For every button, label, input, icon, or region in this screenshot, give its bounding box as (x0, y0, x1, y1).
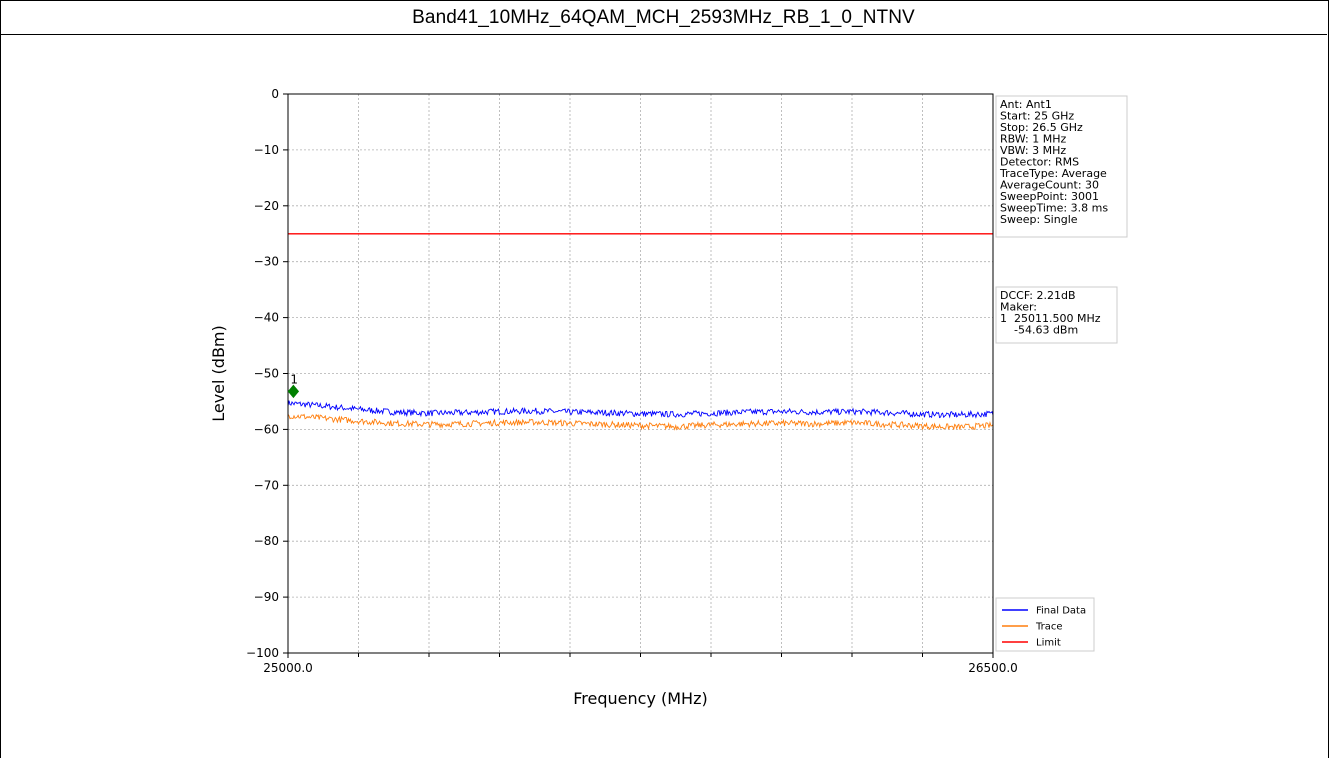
marker-label: 1 (290, 372, 298, 386)
info-line: VBW: 3 MHz (1000, 144, 1066, 157)
x-tick-label: 25000.0 (263, 661, 313, 675)
y-tick-label: −30 (254, 255, 279, 269)
info-line: Ant: Ant1 (1000, 98, 1052, 111)
marker-info-line: 1 25011.500 MHz (1000, 312, 1101, 325)
series-final-data-line (287, 400, 994, 419)
marker-box (995, 286, 1118, 344)
y-tick-label: −100 (246, 646, 279, 660)
info-line: RBW: 1 MHz (1000, 133, 1066, 146)
legend-label: Trace (1035, 622, 1063, 633)
info-line: TraceType: Average (999, 167, 1107, 180)
y-axis-label: Level (dBm) (209, 325, 228, 422)
y-tick-label: −50 (254, 367, 279, 381)
grid (287, 93, 994, 654)
info-line: AverageCount: 30 (1000, 179, 1099, 192)
info-line: Stop: 26.5 GHz (1000, 121, 1083, 134)
info-line: Detector: RMS (1000, 156, 1079, 169)
legend-label: Limit (1036, 638, 1061, 649)
info-box (995, 95, 1128, 238)
info-line: Start: 25 GHz (1000, 110, 1074, 123)
y-tick-label: 0 (271, 87, 279, 101)
y-tick-label: −40 (254, 311, 279, 325)
legend-label: Final Data (1036, 606, 1086, 617)
y-tick-label: −60 (254, 422, 279, 436)
marker-info-line: -54.63 dBm (1000, 324, 1078, 337)
info-line: SweepTime: 3.8 ms (1000, 202, 1108, 215)
marker-diamond-icon (287, 384, 300, 399)
page-title: Band41_10MHz_64QAM_MCH_2593MHz_RB_1_0_NT… (412, 7, 915, 28)
series-trace-line (287, 413, 994, 431)
marker-info-line: DCCF: 2.21dB (1000, 289, 1076, 302)
x-axis-label: Frequency (MHz) (573, 689, 707, 708)
info-line: SweepPoint: 3001 (1000, 190, 1099, 203)
y-tick-label: −20 (254, 199, 279, 213)
marker-info-line: Maker: (1000, 301, 1037, 314)
info-line: Sweep: Single (1000, 213, 1078, 226)
y-tick-label: −10 (254, 143, 279, 157)
y-tick-label: −80 (254, 534, 279, 548)
x-tick-label: 26500.0 (968, 661, 1018, 675)
y-tick-label: −70 (254, 478, 279, 492)
y-tick-label: −90 (254, 590, 279, 604)
title-row: Band41_10MHz_64QAM_MCH_2593MHz_RB_1_0_NT… (0, 0, 1327, 35)
